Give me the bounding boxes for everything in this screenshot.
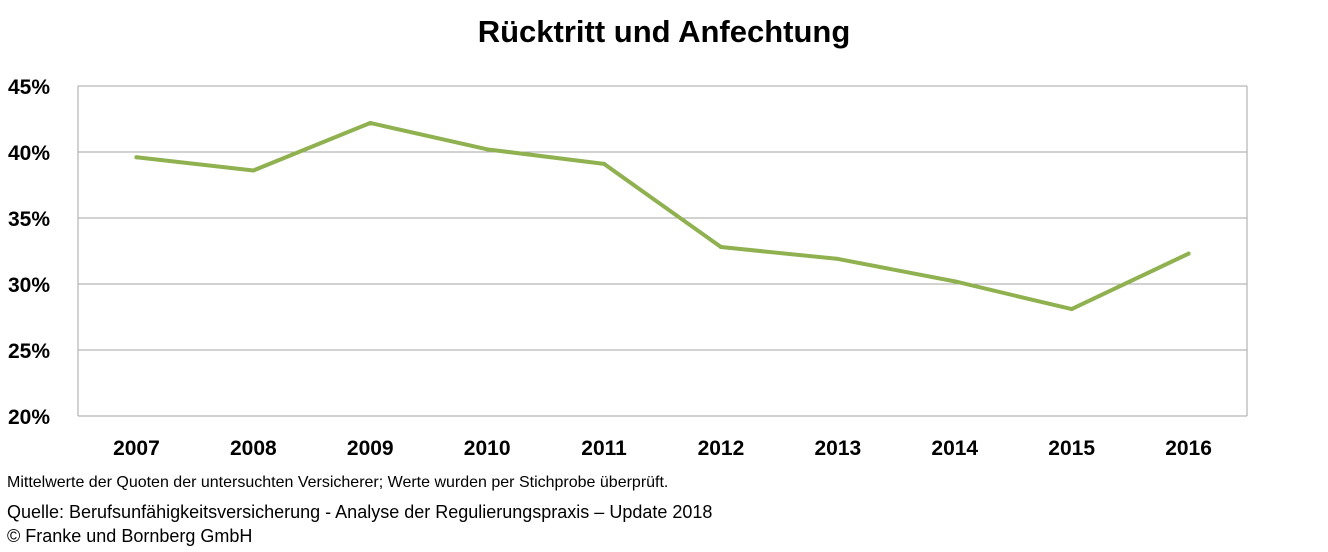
line-chart: 20%25%30%35%40%45% 2007 2008 2009 2010 2011 2… [8,76,1248,460]
series-group [134,120,1191,312]
y-tick-label: 45% [8,76,50,99]
data-point [602,161,607,166]
x-tick-label: 2014 [931,437,978,460]
x-tick-label: 2008 [230,437,277,460]
copyright-text: © Franke und Bornberg GmbH [7,526,253,546]
y-axis-tick-labels: 20% 25% 30% 35% 40% 45% [8,76,50,429]
series-line [134,120,1191,312]
y-tick-label: 40% [8,142,50,165]
x-tick-label: 2013 [814,437,861,460]
data-point [1186,251,1191,256]
x-tick-label: 2015 [1048,437,1095,460]
data-point [251,168,256,173]
x-tick-label: 2016 [1165,437,1212,460]
chart-note: Mittelwerte der Quoten der untersuchten … [7,474,669,491]
grid-lines [77,85,1248,417]
data-point [134,155,139,160]
data-point [368,120,373,125]
data-point [835,256,840,261]
y-tick-label: 30% [8,274,50,297]
data-point [718,245,723,250]
x-tick-label: 2009 [347,437,394,460]
y-tick-label: 20% [8,406,50,429]
x-tick-label: 2011 [581,437,627,460]
y-tick-label: 25% [8,340,50,363]
data-point [485,147,490,152]
x-axis-tick-labels: 2007 2008 2009 2010 2011 2012 2013 2014 2015 2016 [113,437,1212,460]
data-point [1069,307,1074,312]
y-tick-label: 35% [8,208,50,231]
source-text: Quelle: Berufsunfähigkeitsversicherung -… [7,502,713,522]
x-tick-label: 2010 [464,437,511,460]
chart-title: Rücktritt und Anfechtung [477,14,851,49]
data-point [952,279,957,284]
x-tick-label: 2007 [113,437,160,460]
x-tick-label: 2012 [698,437,745,460]
